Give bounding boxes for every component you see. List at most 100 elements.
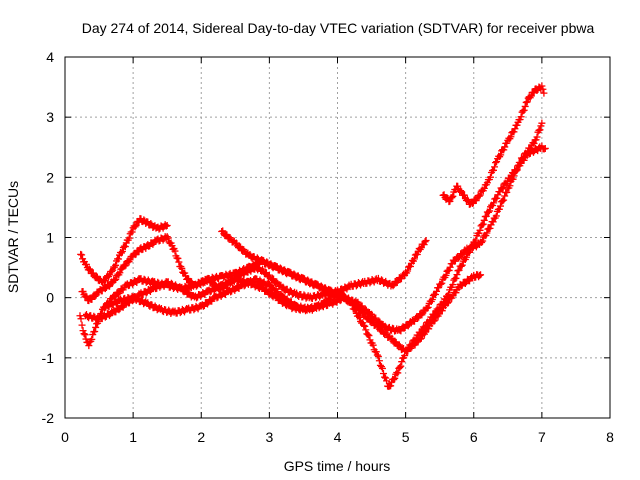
- data-point: [530, 139, 538, 147]
- data-point: [108, 267, 116, 275]
- data-point: [486, 173, 494, 181]
- data-point: [360, 321, 368, 329]
- series-track-4: [102, 142, 549, 390]
- data-point: [444, 299, 452, 307]
- data-point: [490, 166, 498, 174]
- data-point: [354, 312, 362, 320]
- data-point: [365, 332, 373, 340]
- data-point: [458, 261, 466, 269]
- data-point: [449, 192, 457, 200]
- series-track-6: [218, 227, 359, 308]
- data-point: [272, 292, 280, 300]
- data-point: [457, 187, 465, 195]
- data-point: [424, 303, 432, 311]
- data-point: [499, 197, 507, 205]
- data-point: [493, 158, 501, 166]
- data-point: [78, 321, 86, 329]
- data-point: [428, 296, 436, 304]
- x-tick-label: 6: [470, 429, 478, 445]
- data-point: [82, 260, 90, 268]
- data-point: [453, 271, 461, 279]
- data-point: [364, 331, 372, 339]
- data-point: [431, 310, 439, 318]
- data-point: [423, 304, 431, 312]
- data-point: [77, 315, 85, 323]
- data-point: [111, 276, 119, 284]
- data-point: [501, 192, 509, 200]
- data-point: [387, 382, 395, 390]
- x-tick-label: 7: [538, 429, 546, 445]
- data-point: [78, 251, 86, 259]
- data-point: [479, 220, 487, 228]
- data-point: [448, 194, 456, 202]
- data-point: [91, 328, 99, 336]
- data-point: [372, 348, 380, 356]
- data-point: [462, 253, 470, 261]
- y-axis-label: SDTVAR / TECUs: [5, 181, 21, 293]
- data-point: [541, 144, 549, 152]
- data-point: [449, 281, 457, 289]
- series-track-1: [77, 215, 171, 286]
- x-tick-label: 2: [197, 429, 205, 445]
- data-point: [442, 271, 450, 279]
- data-point: [361, 322, 369, 330]
- data-point: [510, 172, 518, 180]
- data-point: [121, 262, 129, 270]
- data-point: [102, 276, 110, 284]
- data-point: [163, 233, 171, 241]
- data-point: [420, 324, 428, 332]
- data-point: [164, 234, 172, 242]
- data-point: [112, 261, 120, 269]
- data-point: [410, 255, 418, 263]
- data-point: [91, 292, 99, 300]
- data-point: [452, 289, 460, 297]
- x-tick-label: 0: [61, 429, 69, 445]
- y-tick-label: 3: [46, 109, 54, 125]
- data-point: [434, 306, 442, 314]
- data-point: [523, 98, 531, 106]
- data-point: [480, 184, 488, 192]
- data-point: [92, 272, 100, 280]
- data-point: [492, 212, 500, 220]
- data-point: [538, 119, 546, 127]
- data-point: [378, 364, 386, 372]
- y-tick-label: -1: [42, 350, 55, 366]
- data-point: [538, 82, 546, 90]
- data-point: [454, 182, 462, 190]
- data-point: [389, 282, 397, 290]
- data-point: [80, 330, 88, 338]
- data-point: [482, 212, 490, 220]
- data-point: [422, 237, 430, 245]
- x-tick-label: 4: [334, 429, 342, 445]
- data-point: [390, 376, 398, 384]
- data-point: [379, 370, 387, 378]
- data-point: [438, 279, 446, 287]
- data-point: [506, 182, 514, 190]
- data-point: [496, 202, 504, 210]
- data-point: [372, 314, 380, 322]
- data-point: [414, 314, 422, 322]
- data-point: [512, 167, 520, 175]
- data-point: [437, 280, 445, 288]
- data-point: [408, 341, 416, 349]
- data-point: [369, 341, 377, 349]
- data-point: [490, 199, 498, 207]
- data-point: [181, 286, 189, 294]
- data-point: [129, 297, 137, 305]
- data-point: [373, 351, 381, 359]
- y-tick-label: -2: [42, 410, 55, 426]
- data-point: [503, 188, 511, 196]
- data-point: [125, 234, 133, 242]
- data-point: [479, 237, 487, 245]
- data-point: [121, 243, 129, 251]
- data-point: [375, 357, 383, 365]
- data-point: [122, 261, 130, 269]
- x-axis-label: GPS time / hours: [284, 458, 391, 474]
- data-point: [539, 85, 547, 93]
- data-point: [115, 306, 123, 314]
- data-point: [411, 317, 419, 325]
- data-point: [435, 304, 443, 312]
- data-point: [115, 255, 123, 263]
- data-point: [356, 313, 364, 321]
